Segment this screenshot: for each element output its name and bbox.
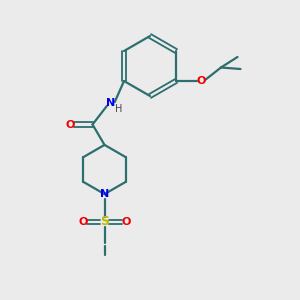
Text: O: O (122, 217, 131, 227)
Text: S: S (100, 215, 109, 228)
Text: N: N (106, 98, 115, 109)
Text: O: O (78, 217, 88, 227)
Text: N: N (100, 189, 109, 199)
Text: O: O (65, 119, 75, 130)
Text: O: O (197, 76, 206, 86)
Text: H: H (115, 104, 123, 114)
